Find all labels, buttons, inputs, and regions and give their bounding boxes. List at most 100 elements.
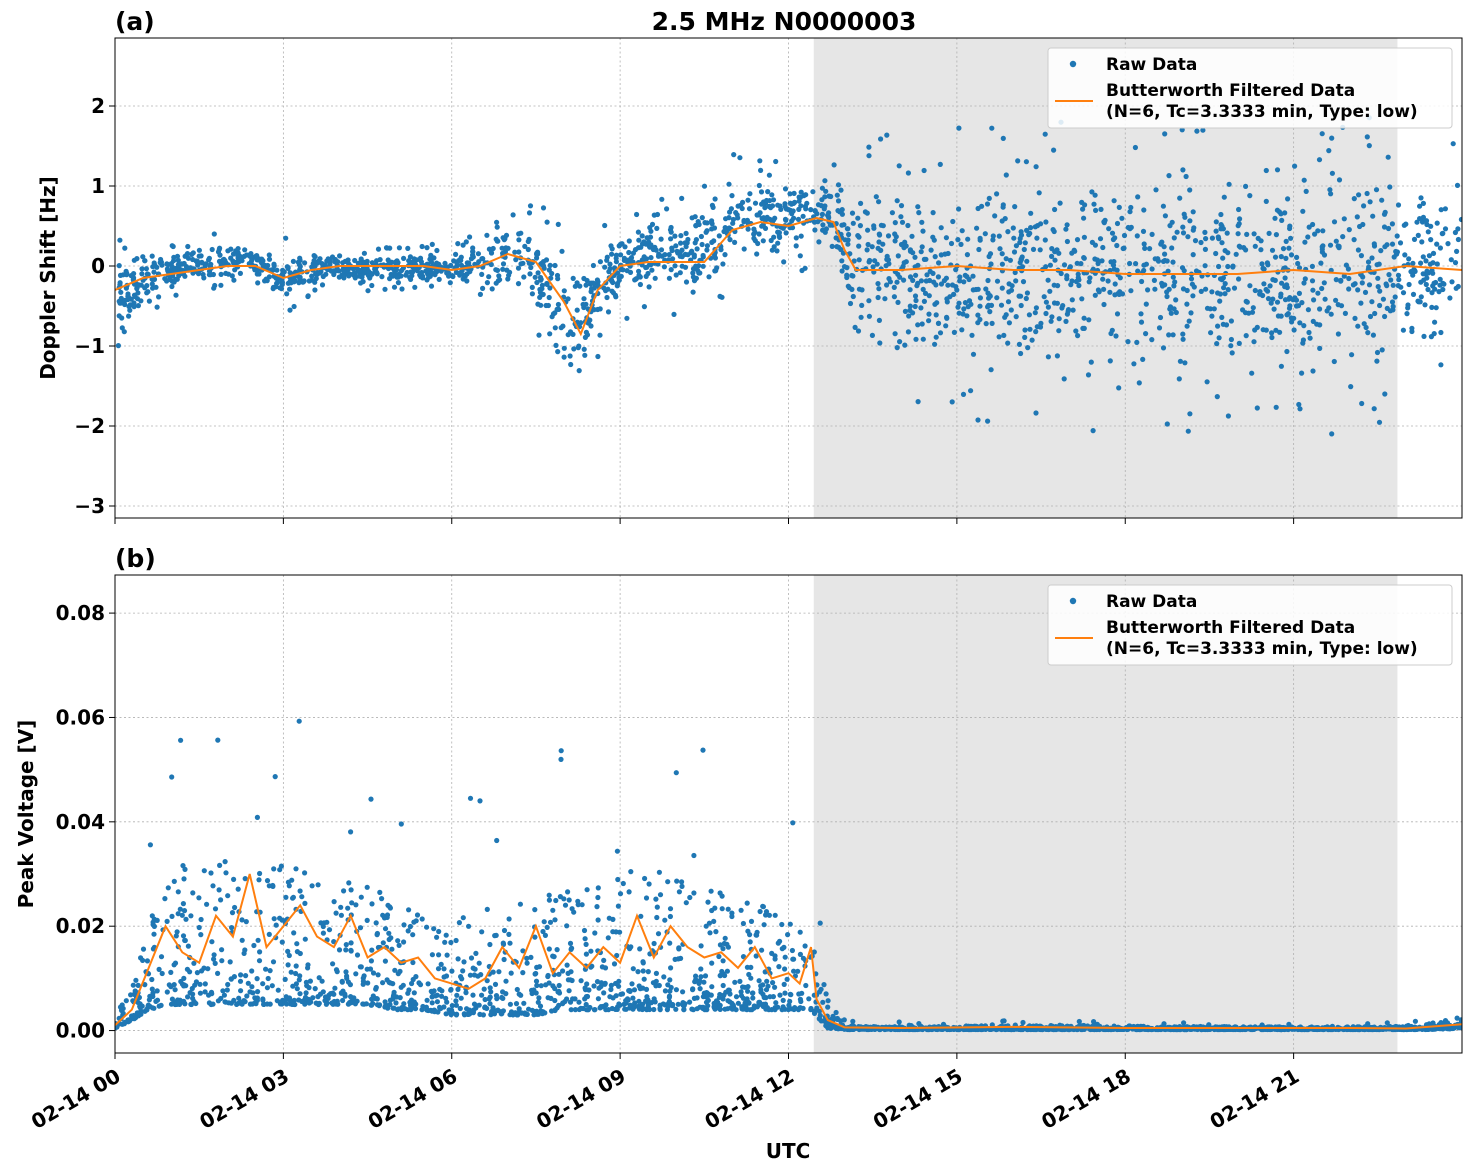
raw-data-point <box>773 1000 779 1006</box>
raw-data-point <box>302 870 308 876</box>
legend-raw-label: Raw Data <box>1106 55 1197 75</box>
raw-data-point <box>231 277 237 283</box>
raw-data-point <box>956 300 962 306</box>
raw-data-point <box>513 257 519 263</box>
raw-data-point <box>423 1004 429 1010</box>
raw-data-point <box>1113 333 1119 339</box>
raw-data-point <box>1414 219 1420 225</box>
raw-data-point <box>597 332 603 338</box>
raw-data-point <box>1111 266 1117 272</box>
raw-data-point <box>1013 278 1019 284</box>
raw-data-point <box>175 911 181 917</box>
raw-data-point <box>135 982 141 989</box>
raw-data-point <box>565 977 572 983</box>
raw-data-point <box>645 1002 651 1008</box>
raw-data-point <box>590 262 597 269</box>
raw-data-point <box>582 352 588 358</box>
raw-data-point <box>745 197 751 203</box>
raw-data-point <box>775 940 781 946</box>
raw-data-point <box>555 301 562 308</box>
raw-data-point <box>670 256 676 262</box>
raw-data-point <box>808 207 814 213</box>
raw-data-point <box>791 1006 797 1013</box>
raw-data-point <box>1288 252 1295 258</box>
raw-data-point <box>764 197 770 204</box>
raw-data-point <box>986 195 992 201</box>
raw-data-point <box>484 232 490 238</box>
raw-data-point <box>1221 194 1227 200</box>
raw-data-point <box>1132 144 1138 151</box>
raw-data-point <box>1286 296 1292 302</box>
raw-data-point <box>414 912 421 918</box>
raw-data-point <box>781 944 787 951</box>
raw-data-point <box>150 285 156 291</box>
plot-area <box>115 115 1462 437</box>
raw-data-point <box>1056 316 1062 322</box>
raw-data-point <box>1073 278 1079 285</box>
raw-data-point <box>703 990 710 996</box>
raw-data-point <box>364 917 370 924</box>
raw-data-point <box>892 231 898 237</box>
raw-data-point <box>181 983 187 989</box>
raw-data-point <box>1438 207 1444 213</box>
raw-data-point <box>1364 190 1370 197</box>
raw-data-point <box>1116 385 1122 391</box>
raw-data-point <box>1161 244 1167 250</box>
raw-data-point <box>392 270 398 276</box>
raw-data-point <box>613 255 619 261</box>
raw-data-point <box>797 951 804 958</box>
raw-data-point <box>146 997 152 1003</box>
raw-data-point <box>408 269 414 275</box>
raw-data-point <box>1217 298 1223 304</box>
raw-data-point <box>999 251 1005 257</box>
raw-data-point <box>777 992 783 998</box>
raw-data-point <box>615 903 622 909</box>
raw-data-point <box>438 961 444 968</box>
raw-data-point <box>775 240 781 246</box>
raw-data-point <box>812 208 818 214</box>
raw-data-point <box>153 998 159 1005</box>
raw-data-point <box>320 930 326 936</box>
raw-data-point <box>926 311 932 317</box>
raw-data-point <box>923 278 929 284</box>
raw-data-point <box>905 170 912 176</box>
raw-data-point <box>701 183 708 189</box>
raw-data-point <box>449 968 455 974</box>
raw-data-point <box>464 271 470 277</box>
raw-data-point <box>744 900 750 906</box>
raw-data-point <box>1058 270 1064 277</box>
raw-data-point <box>823 188 829 194</box>
raw-data-point <box>1222 291 1228 297</box>
raw-data-point <box>209 246 215 253</box>
raw-data-point <box>718 247 724 253</box>
raw-data-point <box>1448 257 1454 263</box>
raw-data-point <box>741 217 747 224</box>
raw-data-point <box>1389 299 1396 305</box>
raw-data-point <box>149 253 155 259</box>
raw-data-point <box>756 231 762 237</box>
raw-data-point <box>1354 214 1360 220</box>
raw-data-point <box>1267 283 1273 289</box>
raw-data-point <box>964 313 970 319</box>
raw-data-point <box>442 260 448 266</box>
raw-data-point <box>494 224 500 230</box>
raw-data-point <box>1236 340 1242 346</box>
raw-data-point <box>901 277 907 283</box>
raw-data-point <box>1005 229 1011 235</box>
raw-data-point <box>162 896 168 902</box>
raw-data-point <box>529 1007 535 1014</box>
raw-data-point <box>1360 221 1366 228</box>
raw-data-point <box>727 991 733 997</box>
raw-data-point <box>566 897 572 903</box>
raw-data-point <box>516 231 522 237</box>
raw-data-point <box>1310 318 1316 324</box>
raw-data-point <box>501 237 507 243</box>
raw-data-point <box>309 883 315 889</box>
raw-data-point <box>516 991 522 997</box>
raw-data-point <box>373 984 379 991</box>
raw-data-point <box>1436 289 1442 295</box>
raw-data-point <box>924 272 930 278</box>
raw-data-point <box>500 261 507 267</box>
raw-data-point <box>681 1006 687 1013</box>
